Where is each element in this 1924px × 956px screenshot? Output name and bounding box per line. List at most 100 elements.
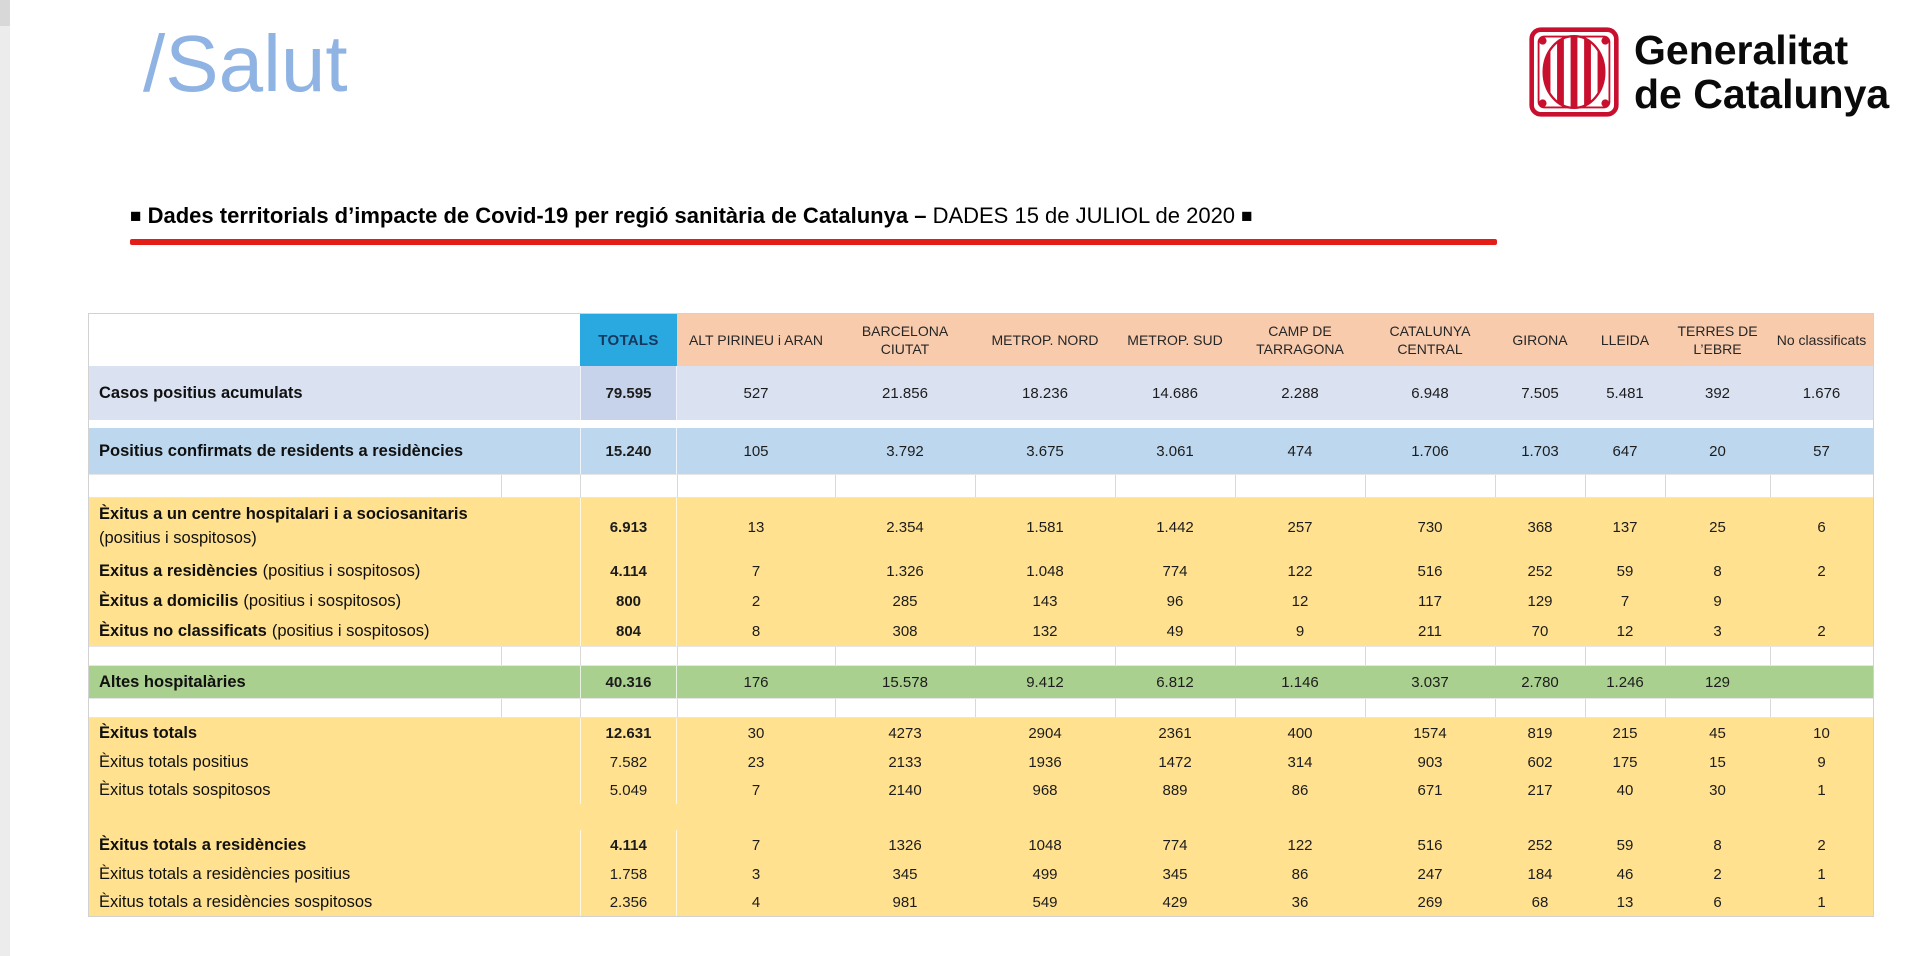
value-cell: 6.812 (1115, 666, 1235, 698)
header-region-cell: TERRES DE L’EBRE (1665, 314, 1770, 366)
value-cell: 647 (1585, 428, 1665, 474)
gap-grid-cell (1770, 475, 1873, 497)
row-label-note: (positius i sospitosos) (243, 591, 402, 610)
value-cell: 8 (1665, 830, 1770, 860)
table-row: Altes hospitalàries 40.316 176 15.578 9.412 6… (89, 666, 1873, 698)
value-cell: 184 (1495, 860, 1585, 888)
value-cell: 516 (1365, 556, 1495, 586)
value-cell: 137 (1585, 498, 1665, 556)
value-cell: 1.246 (1585, 666, 1665, 698)
row-label-cell: Èxitus totals (89, 718, 580, 748)
value-cell: 3.675 (975, 428, 1115, 474)
total-value-cell: 15.240 (580, 428, 677, 474)
row-label-cell: Èxitus totals a residències (89, 830, 580, 860)
page-title: ■ Dades territorials d’impacte de Covid-… (130, 203, 1630, 229)
value-cell: 96 (1115, 586, 1235, 616)
row-label: Èxitus totals sospitosos (99, 780, 271, 799)
title-end-square: ■ (1241, 206, 1253, 227)
gap-grid-cell (501, 647, 580, 665)
table-row: Èxitus totals 12.631 30 4273 2904 2361 400 1574… (89, 718, 1873, 748)
gap-grid-cell (89, 699, 501, 717)
value-cell: 2.288 (1235, 366, 1365, 420)
header-totals-cell: TOTALS (580, 314, 677, 366)
value-cell (1770, 666, 1873, 698)
total-value-cell: 5.049 (580, 776, 677, 804)
covid-regions-table: TOTALS ALT PIRINEU i ARAN BARCELONA CIUTAT… (88, 313, 1874, 917)
row-label: Èxitus totals positius (99, 752, 249, 771)
table-row: Èxitus totals a residències 4.114 7 1326 104… (89, 830, 1873, 860)
gap-grid-cell (580, 699, 677, 717)
gap-grid-cell (89, 647, 501, 665)
gap-grid-cell (975, 647, 1115, 665)
value-cell: 1574 (1365, 718, 1495, 748)
table-row: Èxitus a un centre hospitalari i a socio… (89, 498, 1873, 556)
gap-grid-cell (975, 475, 1115, 497)
value-cell: 9 (1235, 616, 1365, 646)
value-cell: 176 (677, 666, 835, 698)
header-region-cell: BARCELONA CIUTAT (835, 314, 975, 366)
value-cell: 1.703 (1495, 428, 1585, 474)
value-cell: 9 (1770, 748, 1873, 776)
generalitat-wordmark-line1: Generalitat (1634, 26, 1849, 73)
row-label: Èxitus no classificats (99, 621, 267, 640)
total-value-cell: 79.595 (580, 366, 677, 420)
value-cell: 1.706 (1365, 428, 1495, 474)
value-cell: 10 (1770, 718, 1873, 748)
value-cell: 129 (1495, 586, 1585, 616)
table-row: Exitus a residències (positius i sospitos… (89, 556, 1873, 586)
total-value-cell: 4.114 (580, 830, 677, 860)
table-header-row: TOTALS ALT PIRINEU i ARAN BARCELONA CIUTAT… (89, 314, 1873, 366)
gap-grid-cell (1585, 699, 1665, 717)
row-label-cell: Altes hospitalàries (89, 666, 580, 698)
row-label: Èxitus totals a residències positius (99, 864, 351, 883)
value-cell: 345 (1115, 860, 1235, 888)
value-cell: 7.505 (1495, 366, 1585, 420)
value-cell: 671 (1365, 776, 1495, 804)
value-cell: 2.780 (1495, 666, 1585, 698)
total-value-cell: 2.356 (580, 888, 677, 916)
total-value-cell: 804 (580, 616, 677, 646)
gap-grid-cell (1495, 699, 1585, 717)
value-cell: 6 (1770, 498, 1873, 556)
value-cell: 1.326 (835, 556, 975, 586)
value-cell: 2 (1770, 830, 1873, 860)
row-label-cell: Èxitus totals a residències sospitosos (89, 888, 580, 916)
value-cell: 499 (975, 860, 1115, 888)
table-gap-row (89, 698, 1873, 718)
header-region-cell: ALT PIRINEU i ARAN (677, 314, 835, 366)
value-cell: 13 (677, 498, 835, 556)
value-cell: 143 (975, 586, 1115, 616)
value-cell: 57 (1770, 428, 1873, 474)
value-cell: 46 (1585, 860, 1665, 888)
row-label: Positius confirmats de residents a resid… (99, 441, 464, 460)
value-cell: 2361 (1115, 718, 1235, 748)
value-cell (1770, 586, 1873, 616)
title-lead-square: ■ (130, 206, 142, 227)
header-region-cell: LLEIDA (1585, 314, 1665, 366)
header-region-cell: No classificats (1770, 314, 1873, 366)
gap-grid-cell (89, 475, 501, 497)
row-label-cell: Èxitus totals sospitosos (89, 776, 580, 804)
value-cell: 9.412 (975, 666, 1115, 698)
value-cell: 15.578 (835, 666, 975, 698)
value-cell: 5.481 (1585, 366, 1665, 420)
value-cell: 86 (1235, 776, 1365, 804)
table-gap-row (89, 646, 1873, 666)
value-cell: 7 (1585, 586, 1665, 616)
generalitat-wordmark-line2: de Catalunya (1634, 71, 1890, 117)
gap-grid-cell (1585, 475, 1665, 497)
value-cell: 36 (1235, 888, 1365, 916)
gap-grid-cell (1495, 647, 1585, 665)
table-gap-row (89, 474, 1873, 498)
value-cell: 117 (1365, 586, 1495, 616)
title-regular-text: DADES 15 de JULIOL de 2020 (932, 203, 1242, 228)
value-cell: 1326 (835, 830, 975, 860)
gap-grid-cell (580, 647, 677, 665)
value-cell: 7 (677, 830, 835, 860)
row-label: Èxitus totals (99, 723, 198, 742)
value-cell: 129 (1665, 666, 1770, 698)
value-cell: 86 (1235, 860, 1365, 888)
table-row: Casos positius acumulats 79.595 527 21.856 1… (89, 366, 1873, 420)
value-cell: 516 (1365, 830, 1495, 860)
